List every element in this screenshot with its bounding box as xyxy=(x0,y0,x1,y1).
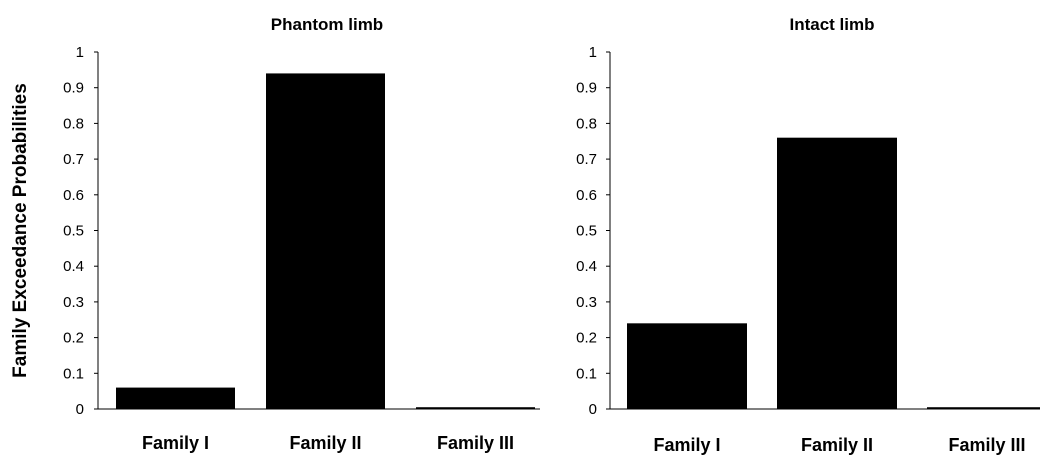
y-axis-label: Family Exceedance Probabilities xyxy=(10,83,31,378)
y-tick-label: 0.6 xyxy=(576,187,597,204)
x-category-label: Family II xyxy=(801,435,873,455)
x-category-label: Family III xyxy=(948,435,1025,455)
chart-title: Phantom limb xyxy=(271,15,383,34)
y-tick-label: 0.8 xyxy=(63,115,84,132)
chart-title: Intact limb xyxy=(789,15,874,34)
y-tick-label: 0.2 xyxy=(576,330,597,347)
y-tick-label: 0.4 xyxy=(576,258,597,275)
y-tick-label: 0.8 xyxy=(576,115,597,132)
bar-family-i xyxy=(116,387,235,409)
bar-family-iii xyxy=(416,407,535,409)
y-tick-label: 0.1 xyxy=(576,365,597,382)
y-tick-label: 0.3 xyxy=(63,294,84,311)
y-tick-label: 0 xyxy=(76,401,84,418)
bar-family-iii xyxy=(927,407,1040,409)
y-tick-label: 1 xyxy=(589,44,597,61)
x-category-label: Family I xyxy=(653,435,720,455)
bar-family-i xyxy=(627,323,747,409)
y-tick-label: 0.9 xyxy=(576,80,597,97)
y-tick-label: 0.2 xyxy=(63,330,84,347)
y-tick-label: 0.1 xyxy=(63,365,84,382)
bar-family-ii xyxy=(777,137,897,409)
y-tick-label: 0.9 xyxy=(63,80,84,97)
bar-family-ii xyxy=(266,73,385,410)
y-tick-label: 0.6 xyxy=(63,187,84,204)
y-tick-label: 1 xyxy=(76,44,84,61)
x-category-label: Family I xyxy=(142,433,209,453)
x-category-label: Family II xyxy=(289,433,361,453)
phantom-limb-panel: Phantom limb Family Exceedance Probabilit… xyxy=(10,15,540,453)
y-tick-label: 0.5 xyxy=(63,223,84,240)
y-tick-label: 0.3 xyxy=(576,294,597,311)
intact-limb-panel: Intact limb 0 0.1 0.2 0.3 0.4 0.5 0.6 0.7 0.8 0.9 1… xyxy=(576,15,1040,455)
y-tick-label: 0.7 xyxy=(63,151,84,168)
y-tick-label: 0.5 xyxy=(576,223,597,240)
y-tick-label: 0.4 xyxy=(63,258,84,275)
x-category-label: Family III xyxy=(437,433,514,453)
y-tick-label: 0 xyxy=(589,401,597,418)
y-tick-label: 0.7 xyxy=(576,151,597,168)
